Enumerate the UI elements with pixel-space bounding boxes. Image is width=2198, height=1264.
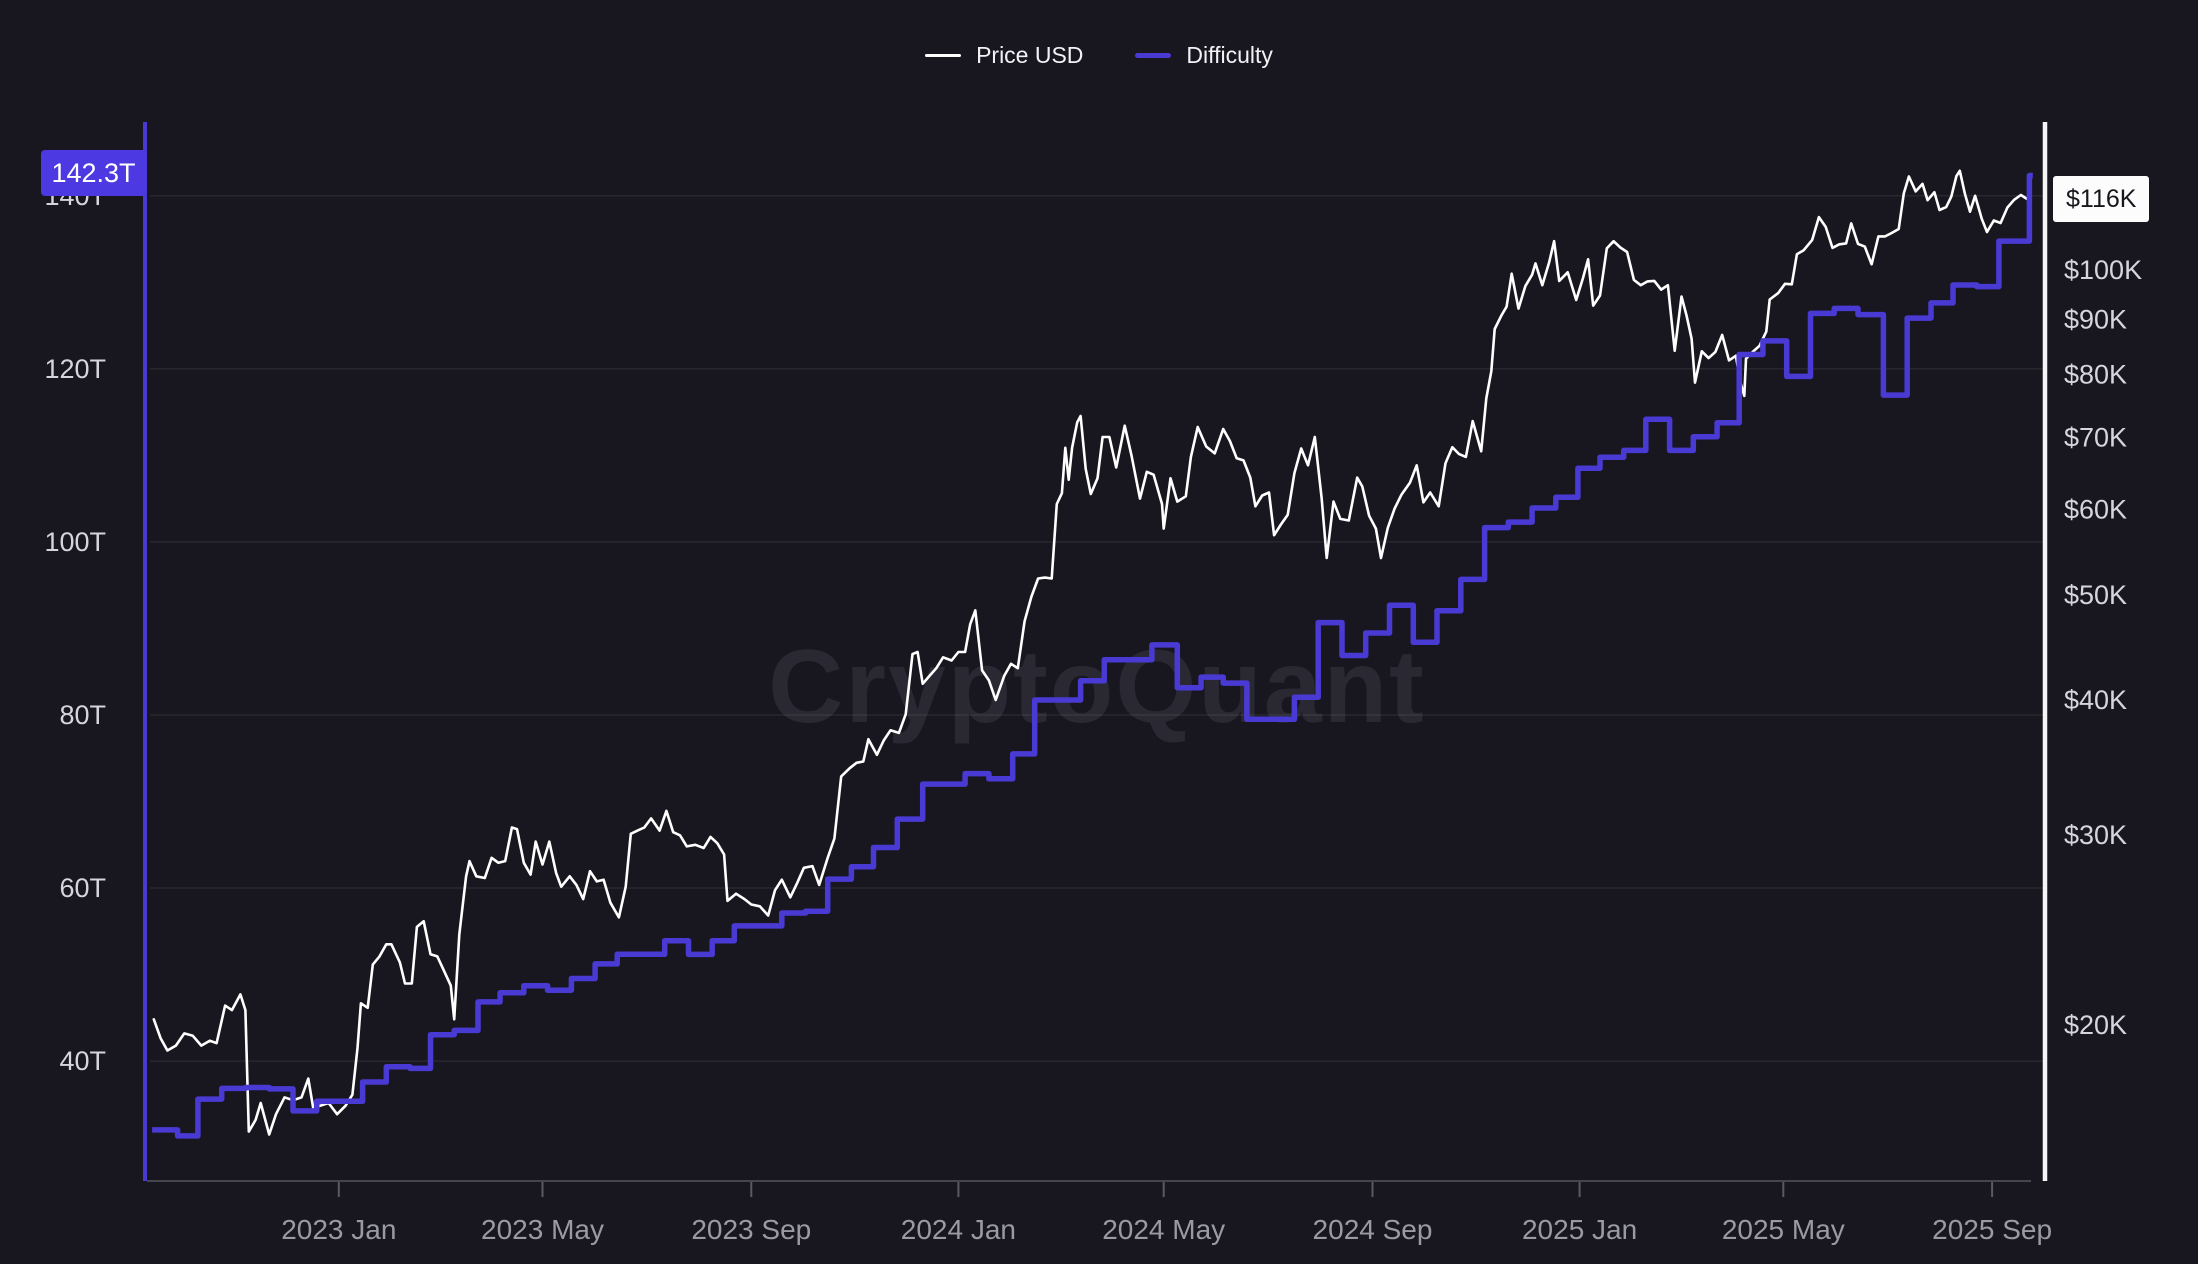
gridlines — [150, 195, 2043, 1062]
left-axis-label-1: 120T — [44, 354, 106, 384]
left-axis-label-4: 60T — [59, 873, 106, 903]
right-axis-label-7: $30K — [2064, 820, 2127, 850]
legend: Price USD Difficulty — [0, 42, 2198, 69]
right-axis-label-4: $60K — [2064, 495, 2127, 525]
legend-label-price: Price USD — [976, 42, 1084, 68]
right-axis-label-1: $90K — [2064, 304, 2127, 334]
right-axis-label-3: $70K — [2064, 422, 2127, 452]
left-axis-label-3: 80T — [59, 700, 106, 730]
left-axis-label-2: 100T — [44, 527, 106, 557]
right-axis-label-6: $40K — [2064, 685, 2127, 715]
cryptoquant-watermark: CryptoQuant — [768, 629, 1426, 745]
price-value-badge: $116K — [2053, 176, 2150, 222]
legend-item-difficulty[interactable]: Difficulty — [1135, 42, 1273, 69]
right-axis-label-0: $100K — [2064, 255, 2142, 285]
difficulty-line-swatch-icon — [1135, 53, 1172, 58]
x-axis-label-5: 2024 Sep — [1313, 1214, 1433, 1245]
x-axis-label-0: 2023 Jan — [281, 1214, 396, 1245]
right-axis-label-2: $80K — [2064, 360, 2127, 390]
right-axis-label-8: $20K — [2064, 1010, 2127, 1040]
x-axis-label-7: 2025 May — [1722, 1214, 1845, 1245]
left-axis-label-5: 40T — [59, 1046, 106, 1076]
x-axis-label-1: 2023 May — [481, 1214, 604, 1245]
difficulty-value-badge: 142.3T — [41, 150, 146, 196]
x-axis-label-4: 2024 May — [1102, 1214, 1225, 1245]
legend-item-price[interactable]: Price USD — [925, 42, 1083, 69]
difficulty-line — [152, 172, 2033, 1139]
price-line-swatch-icon — [925, 54, 962, 57]
legend-label-difficulty: Difficulty — [1186, 42, 1273, 68]
x-axis-label-6: 2025 Jan — [1522, 1214, 1637, 1245]
x-axis-label-8: 2025 Sep — [1932, 1214, 2052, 1245]
x-axis-label-3: 2024 Jan — [901, 1214, 1016, 1245]
x-axis-label-2: 2023 Sep — [691, 1214, 811, 1245]
right-axis-label-5: $50K — [2064, 580, 2127, 610]
